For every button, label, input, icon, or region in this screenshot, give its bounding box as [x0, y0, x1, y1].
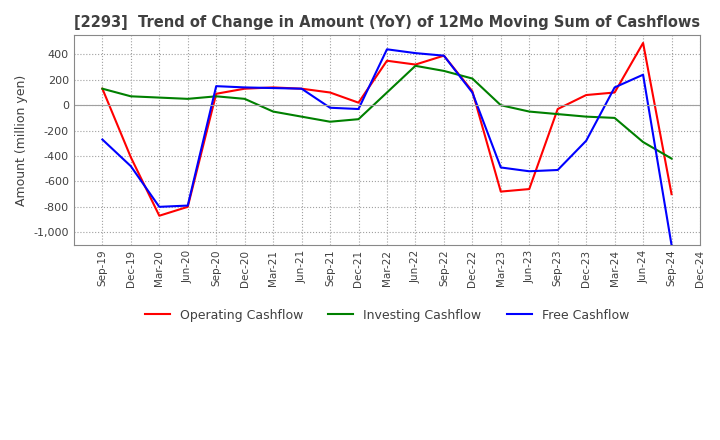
Free Cashflow [269, 85, 277, 91]
Operating Cashflow [127, 154, 135, 160]
Operating Cashflow [667, 191, 676, 197]
Operating Cashflow [611, 90, 619, 95]
Free Cashflow [667, 242, 676, 248]
Operating Cashflow [98, 86, 107, 92]
Investing Cashflow [639, 139, 647, 145]
Free Cashflow [582, 138, 590, 143]
Free Cashflow [240, 85, 249, 90]
Operating Cashflow [354, 100, 363, 105]
Free Cashflow [354, 106, 363, 112]
Investing Cashflow [98, 86, 107, 92]
Investing Cashflow [354, 117, 363, 122]
Investing Cashflow [240, 96, 249, 102]
Investing Cashflow [184, 96, 192, 102]
Investing Cashflow [411, 63, 420, 69]
Investing Cashflow [554, 111, 562, 117]
Free Cashflow [98, 137, 107, 142]
Line: Free Cashflow: Free Cashflow [102, 49, 672, 245]
Operating Cashflow [269, 85, 277, 90]
Investing Cashflow [611, 115, 619, 121]
Investing Cashflow [269, 109, 277, 114]
Legend: Operating Cashflow, Investing Cashflow, Free Cashflow: Operating Cashflow, Investing Cashflow, … [140, 304, 634, 327]
Free Cashflow [525, 169, 534, 174]
Free Cashflow [127, 164, 135, 169]
Operating Cashflow [325, 90, 334, 95]
Operating Cashflow [184, 204, 192, 209]
Investing Cashflow [582, 114, 590, 119]
Free Cashflow [639, 72, 647, 77]
Investing Cashflow [212, 94, 220, 99]
Line: Operating Cashflow: Operating Cashflow [102, 43, 672, 216]
Free Cashflow [212, 84, 220, 89]
Operating Cashflow [155, 213, 163, 218]
Operating Cashflow [411, 62, 420, 67]
Operating Cashflow [297, 86, 306, 92]
Operating Cashflow [525, 187, 534, 192]
Operating Cashflow [240, 86, 249, 92]
Free Cashflow [439, 53, 448, 59]
Free Cashflow [325, 105, 334, 110]
Line: Investing Cashflow: Investing Cashflow [102, 66, 672, 158]
Operating Cashflow [582, 92, 590, 98]
Investing Cashflow [325, 119, 334, 125]
Operating Cashflow [382, 58, 391, 63]
Free Cashflow [411, 51, 420, 56]
Investing Cashflow [525, 109, 534, 114]
Free Cashflow [554, 167, 562, 172]
Title: [2293]  Trend of Change in Amount (YoY) of 12Mo Moving Sum of Cashflows: [2293] Trend of Change in Amount (YoY) o… [74, 15, 700, 30]
Operating Cashflow [497, 189, 505, 194]
Investing Cashflow [497, 103, 505, 108]
Y-axis label: Amount (million yen): Amount (million yen) [15, 74, 28, 206]
Operating Cashflow [468, 88, 477, 94]
Operating Cashflow [212, 91, 220, 96]
Free Cashflow [382, 47, 391, 52]
Investing Cashflow [667, 156, 676, 161]
Free Cashflow [184, 203, 192, 208]
Operating Cashflow [554, 106, 562, 112]
Investing Cashflow [468, 76, 477, 81]
Investing Cashflow [297, 114, 306, 119]
Free Cashflow [611, 85, 619, 90]
Operating Cashflow [639, 40, 647, 46]
Free Cashflow [297, 86, 306, 92]
Investing Cashflow [155, 95, 163, 100]
Investing Cashflow [439, 68, 448, 73]
Operating Cashflow [439, 53, 448, 59]
Free Cashflow [155, 204, 163, 209]
Free Cashflow [468, 90, 477, 95]
Investing Cashflow [382, 90, 391, 95]
Investing Cashflow [127, 94, 135, 99]
Free Cashflow [497, 165, 505, 170]
